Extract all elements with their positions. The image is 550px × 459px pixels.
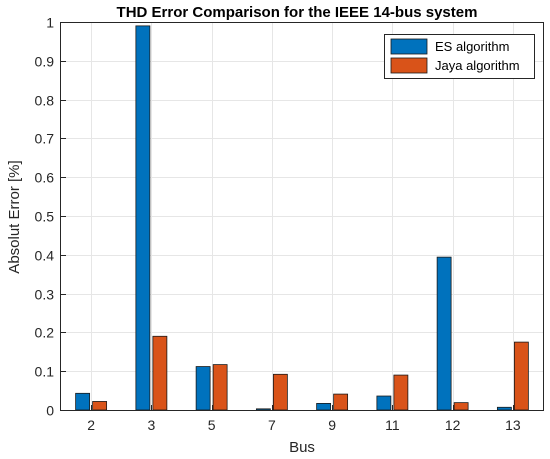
x-tick-label: 12 — [445, 417, 461, 433]
y-tick-label: 1 — [46, 15, 54, 31]
plot-frame — [60, 22, 544, 411]
x-tick-label: 7 — [268, 417, 276, 433]
legend-swatch-es — [390, 38, 428, 55]
es-bar-bus-9 — [316, 403, 332, 411]
y-tick-label: 0.5 — [35, 209, 55, 225]
y-tick-label: 0.2 — [35, 325, 55, 341]
chart-title: THD Error Comparison for the IEEE 14-bus… — [117, 4, 478, 21]
y-tick-label: 0.9 — [35, 54, 55, 70]
y-tick-label: 0.8 — [35, 93, 55, 109]
y-tick-label: 0.6 — [35, 170, 55, 186]
y-tick-label: 0.3 — [35, 287, 55, 303]
x-tick-label: 3 — [147, 417, 155, 433]
legend: ES algorithm Jaya algorithm — [384, 34, 535, 79]
jaya-bar-bus-12 — [453, 402, 469, 411]
x-tick-label: 13 — [505, 417, 521, 433]
grid-layer — [61, 22, 543, 411]
jaya-bar-bus-3 — [152, 335, 168, 411]
jaya-bar-bus-2 — [92, 401, 108, 411]
jaya-bar-bus-7 — [272, 373, 288, 411]
x-tick-label: 11 — [385, 417, 400, 433]
jaya-bar-bus-9 — [333, 393, 349, 411]
es-bar-bus-2 — [75, 392, 91, 411]
x-tick-label: 5 — [208, 417, 216, 433]
jaya-bar-bus-5 — [212, 364, 228, 411]
y-tick-label: 0.7 — [35, 131, 55, 147]
es-bar-bus-3 — [135, 25, 151, 411]
y-tick-label: 0.4 — [35, 248, 55, 264]
y-tick-label: 0 — [46, 403, 54, 419]
x-tick-label: 9 — [328, 417, 336, 433]
y-tick-label: 0.1 — [35, 364, 55, 380]
jaya-bar-bus-13 — [513, 341, 529, 411]
x-axis-label: Bus — [289, 439, 315, 456]
legend-label-es: ES algorithm — [435, 39, 509, 54]
y-axis-label: Absolut Error [%] — [6, 160, 23, 273]
ticks-layer: 00.10.20.30.40.50.60.70.80.912 3 5 7 9 11 12 13 — [35, 15, 521, 434]
legend-label-jaya: Jaya algorithm — [435, 58, 520, 73]
es-bar-bus-13 — [496, 406, 512, 411]
x-tick-label: 2 — [87, 417, 95, 433]
legend-swatch-jaya — [390, 57, 428, 74]
es-bar-bus-12 — [436, 256, 452, 411]
bars-layer — [75, 25, 529, 411]
es-bar-bus-5 — [195, 366, 211, 411]
es-bar-bus-11 — [376, 395, 392, 411]
jaya-bar-bus-11 — [393, 374, 409, 411]
es-bar-bus-7 — [255, 408, 271, 411]
